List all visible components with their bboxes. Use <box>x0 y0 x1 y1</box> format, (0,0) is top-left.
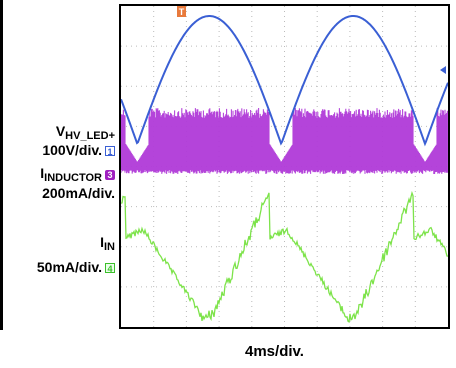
trace-iin <box>121 190 448 324</box>
label-iin-scale: 50mA/div. 4 <box>37 260 115 275</box>
channel-1-level-marker <box>440 66 446 74</box>
trigger-marker-label: T <box>179 7 185 17</box>
channel-3-marker: 3 <box>105 170 115 180</box>
x-axis-label: 4ms/div. <box>245 343 304 360</box>
trace-iinductor <box>121 108 448 174</box>
trace-vhv-led <box>121 15 448 147</box>
trigger-marker <box>177 6 186 17</box>
scope-plot: T <box>121 6 448 327</box>
label-iinductor-scale: 200mA/div. <box>42 185 115 201</box>
label-vhv-scale: 100V/div. 1 <box>42 143 115 158</box>
label-iin: IIN <box>100 234 115 253</box>
channel-4-marker: 4 <box>105 263 115 274</box>
label-vhv-led: VHV_LED+ <box>55 123 115 142</box>
label-iinductor: IINDUCTOR 3 <box>40 166 115 184</box>
left-border <box>0 0 3 330</box>
channel-1-marker: 1 <box>105 146 115 157</box>
